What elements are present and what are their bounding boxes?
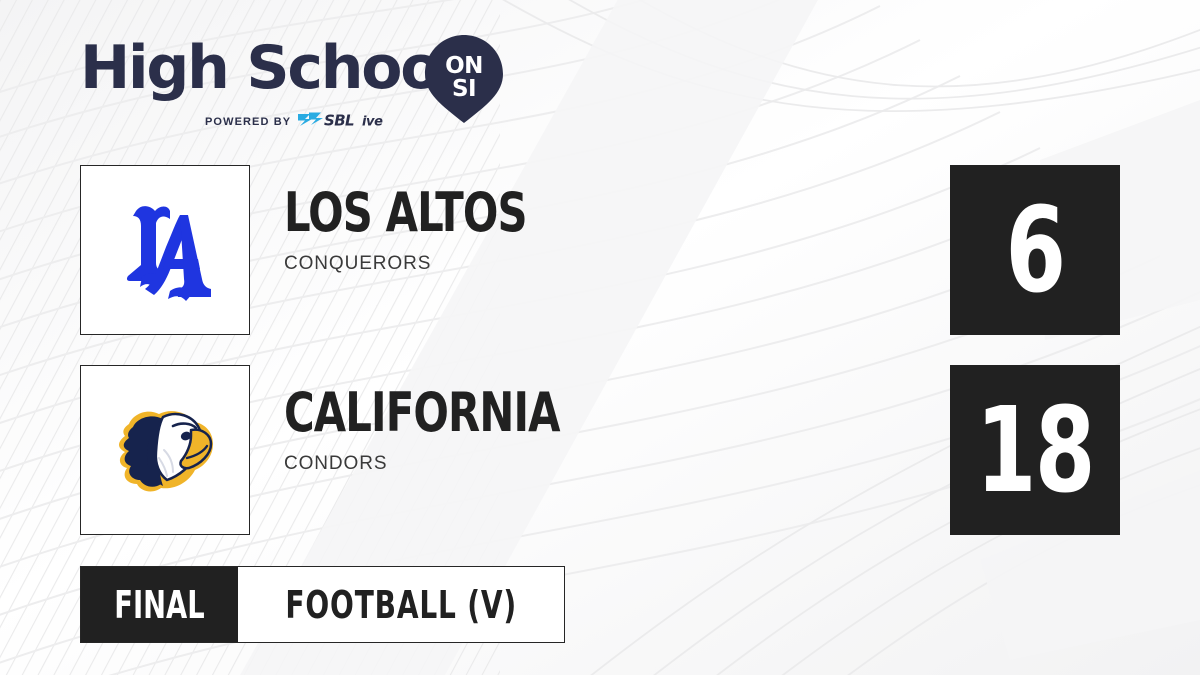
powered-by-row: POWERED BY SBL ive <box>205 110 400 134</box>
svg-text:ive: ive <box>362 115 383 130</box>
svg-text:ON: ON <box>445 53 483 79</box>
svg-text:SBL: SBL <box>324 112 354 130</box>
onsi-pin-icon: ON SI <box>419 33 509 125</box>
team-name: CALIFORNIA <box>284 381 560 444</box>
score-box-california: 18 <box>950 365 1120 535</box>
svg-text:SI: SI <box>452 76 476 102</box>
brand-wordmark: High School <box>80 33 460 103</box>
team-mascot: CONQUERORS <box>284 252 432 274</box>
game-status-bar: FINAL FOOTBALL (V) <box>80 566 566 643</box>
sblive-logo-icon: SBL ive <box>298 110 400 134</box>
score-value: 6 <box>1005 181 1067 319</box>
sport-label-block: FOOTBALL (V) <box>237 567 565 642</box>
score-value: 18 <box>976 381 1095 519</box>
team-name: LOS ALTOS <box>284 181 528 244</box>
team-logo-box-los-altos <box>80 165 250 335</box>
brand-header: High School ON SI POWERED BY SBL ive <box>80 33 520 138</box>
team-row: LOS ALTOS CONQUERORS 6 <box>0 165 1200 335</box>
status-badge: FINAL <box>81 567 238 642</box>
status-sport-label: FOOTBALL (V) <box>285 582 517 627</box>
team-row: CALIFORNIA CONDORS 18 <box>0 365 1200 535</box>
team-text-california: CALIFORNIA CONDORS <box>284 381 605 475</box>
team-logo-box-california <box>80 365 250 535</box>
team-text-los-altos: LOS ALTOS CONQUERORS <box>284 181 566 275</box>
score-box-los-altos: 6 <box>950 165 1120 335</box>
powered-by-label: POWERED BY <box>205 116 292 128</box>
status-state-label: FINAL <box>114 582 205 627</box>
team-mascot: CONDORS <box>284 452 388 474</box>
